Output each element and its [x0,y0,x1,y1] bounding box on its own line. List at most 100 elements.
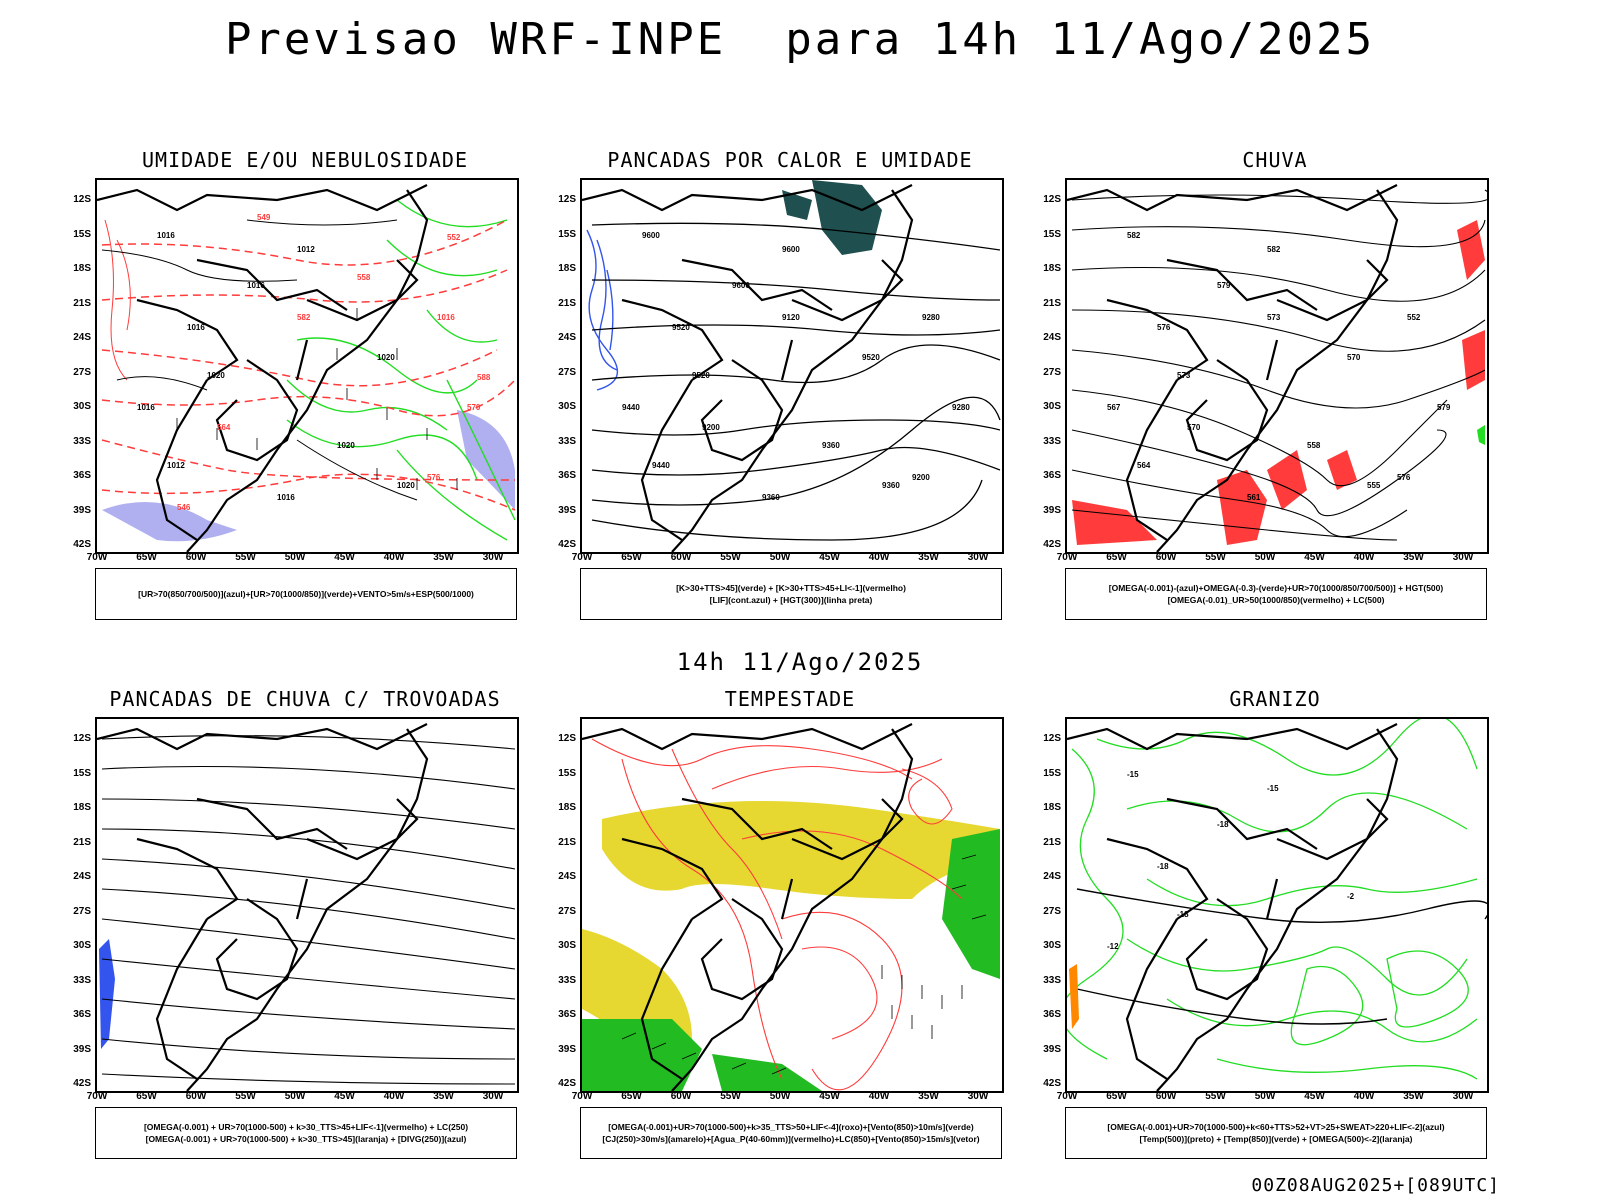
lat-tick-label: 12S [1043,733,1061,744]
lon-tick-label: 35W [918,552,939,563]
contour-value-label: 9360 [762,493,780,502]
contour-value-label: 9600 [642,231,660,240]
hgt-contour [591,396,1001,506]
panel-title: PANCADAS POR CALOR E UMIDADE [607,148,973,172]
temp850-green-contour [1290,965,1364,1046]
contour-value-label: 9600 [732,281,750,290]
lon-axis: 70W 65W 60W 55W 50W 45W 40W 35W 30W [1057,1091,1485,1105]
streamline [1071,429,1447,517]
contour-value-label: 555 [1367,481,1381,490]
lon-tick-label: 60W [185,1091,207,1102]
lat-tick-label: 18S [1043,802,1061,813]
contour-value-label: 558 [1307,441,1321,450]
humidity-green-contour [426,309,498,343]
thickness-red-contour [101,269,508,303]
lon-tick-label: 45W [819,1091,840,1102]
lon-axis: 70W 65W 60W 55W 50W 45W 40W 35W 30W [572,552,1000,566]
wind-green-area [712,1054,822,1091]
lat-tick-label: 12S [558,733,576,744]
map-svg: 582 582 579 576 573 570 567 564 561 558 555 552 579 5… [1067,184,1487,552]
contour-value-label: 552 [1407,313,1421,322]
lon-axis: 70W 65W 60W 55W 50W 45W 40W 35W 30W [87,1091,515,1105]
contour-value-label: 9200 [912,473,930,482]
contour-value-label: -18 [1217,820,1229,829]
lat-tick-label: 30S [1043,940,1061,951]
streamline [101,798,516,830]
streamline-red [711,758,943,790]
lat-tick-label: 27S [73,905,91,917]
hgt-contour [591,344,1001,384]
lat-tick-label: 30S [1043,401,1061,412]
humidity-green-contour [386,239,498,277]
contour-value-label: 549 [257,213,271,222]
contour-value-label: 1016 [277,493,295,502]
streamline-red [591,738,913,780]
panel-granizo: GRANIZO 12S 15S 18S 21S 24S 27S 30S 33S 36S 39S 42… [1025,687,1525,1187]
panel-pancadas-calor: PANCADAS POR CALOR E UMIDADE 12S 15S 18S 21… [540,148,1040,648]
lat-tick-label: 24S [1043,332,1061,343]
lon-tick-label: 40W [383,552,405,563]
lat-tick-label: 21S [1043,836,1061,848]
legend-line: [OMEGA(-0.001) + UR>70(1000-500) + k>30_… [143,1122,469,1132]
red-detail-contour [116,239,131,331]
hgt-contour [591,479,983,541]
lon-tick-label: 30W [1452,1091,1474,1102]
lat-tick-label: 27S [558,905,576,917]
lon-tick-label: 65W [621,552,642,563]
legend-line: [LIF](cont.azul) + [HGT(300)](linha pret… [709,595,873,605]
lat-axis: 12S 15S 18S 21S 24S 27S 30S 33S 36S 39S 42S [55,178,95,550]
rain-red-area [1072,500,1157,545]
lon-tick-label: 60W [185,552,207,563]
lat-axis: 12S 15S 18S 21S 24S 27S 30S 33S 36S 39S 42S [1025,178,1065,550]
contour-value-label: 1012 [167,461,185,470]
lat-tick-label: 39S [73,1043,91,1055]
lon-tick-label: 65W [1106,1091,1127,1102]
lat-tick-label: 12S [558,194,576,205]
contour-value-label: 552 [447,233,461,242]
country-borders [1067,723,1398,1080]
contour-value-label: 570 [467,403,481,412]
lat-axis: 12S 15S 18S 21S 24S 27S 30S 33S 36S 39S 42S [540,178,580,550]
rain-green-area [1477,425,1485,445]
lat-tick-label: 15S [558,228,576,240]
lat-tick-label: 36S [1043,470,1061,481]
rain-red-area [1457,220,1485,280]
legend-line: [OMEGA(-0.001)-(azul)+OMEGA(-0.3)-(verde… [1108,583,1444,593]
lon-tick-label: 65W [136,1091,157,1102]
streamline-red [781,911,903,1091]
lat-tick-label: 33S [558,435,576,447]
contour-value-label: 1020 [397,481,415,490]
map-pancadas-calor: 9600 9600 9600 9520 9520 9520 9440 9440 9360 9360… [580,178,1004,554]
omega-orange-area [1069,964,1079,1029]
panel-title: PANCADAS DE CHUVA C/ TROVOADAS [109,687,501,711]
legend-line: [UR>70(850/700/500)](azul)+[UR>70(1000/8… [138,589,474,599]
contour-value-label: 9280 [922,313,940,322]
humidity-green-contour [396,199,508,228]
map-svg [582,723,1000,1091]
lat-tick-label: 18S [558,263,576,274]
lon-tick-label: 40W [868,552,890,563]
lat-tick-label: 39S [73,504,91,516]
map-svg [97,723,516,1091]
contour-value-label: 582 [1267,245,1281,254]
lat-tick-label: 24S [558,332,576,343]
contour-value-label: 9520 [672,323,690,332]
map-svg: 9600 9600 9600 9520 9520 9520 9440 9440 9360 9360… [582,180,1001,552]
lat-tick-label: 18S [73,802,91,813]
lat-tick-label: 33S [73,435,91,447]
streamline [101,998,516,1030]
panel-pancadas-trovoadas: PANCADAS DE CHUVA C/ TROVOADAS 12S 15S 18S… [55,687,555,1187]
coastline [671,728,914,1091]
legend-line: [OMEGA(-0.001)+UR>70(1000-500)+k>35_TTS>… [608,1122,974,1132]
humidity-green-contour [446,379,516,521]
lat-tick-label: 21S [73,297,91,309]
contour-value-label: 576 [1397,473,1411,482]
lat-tick-label: 36S [73,470,91,481]
lat-axis: 12S 15S 18S 21S 24S 27S 30S 33S 36S 39S 42S [1025,717,1065,1089]
lat-tick-label: 30S [558,401,576,412]
contour-value-label: 9520 [692,371,710,380]
lon-tick-label: 50W [1254,1091,1276,1102]
streamline [101,1073,516,1085]
lat-tick-label: 12S [73,733,91,744]
contour-value-label: 564 [217,423,231,432]
